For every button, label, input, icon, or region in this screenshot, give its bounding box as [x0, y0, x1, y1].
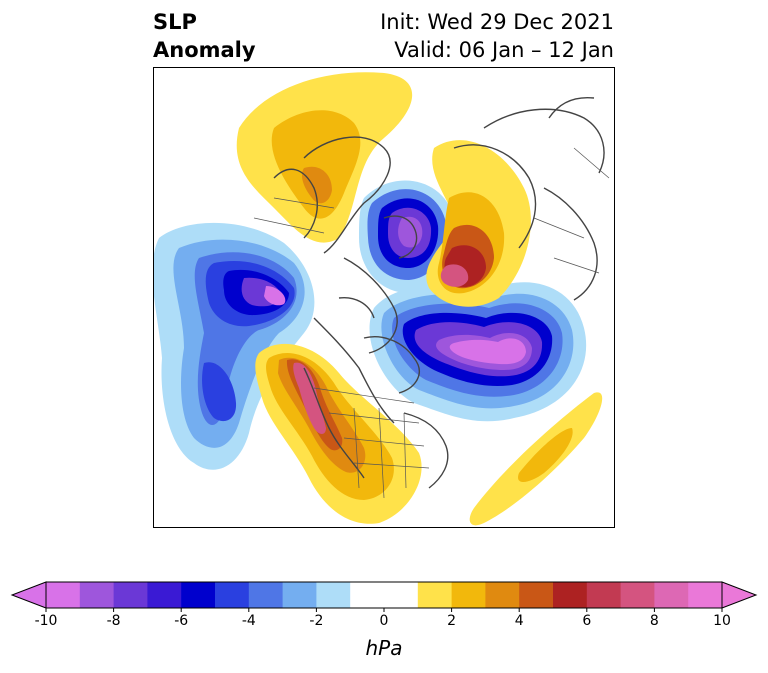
colorbar-segment	[620, 582, 655, 608]
forecast-dates: Init: Wed 29 Dec 2021 Valid: 06 Jan – 12…	[380, 8, 614, 64]
colorbar-segment	[553, 582, 588, 608]
colorbar-segment	[519, 582, 554, 608]
negative-anomaly-north-pacific	[154, 222, 315, 470]
colorbar-segment	[485, 582, 520, 608]
coastlines	[273, 96, 605, 489]
positive-anomaly-subtropical-atlantic	[469, 392, 603, 526]
colorbar-segment	[79, 582, 115, 608]
political-boundaries	[253, 147, 610, 499]
colorbar-tick-label: 4	[514, 613, 524, 629]
colorbar-segment	[113, 582, 148, 608]
colorbar-segment	[417, 582, 453, 608]
colorbar-tick-label: -8	[106, 613, 121, 629]
positive-anomaly-siberia	[426, 140, 531, 307]
colorbar-tick-label: -2	[309, 613, 324, 629]
colorbar-segment	[215, 582, 250, 608]
colorbar-tick-label: 6	[582, 613, 592, 629]
colorbar-segment	[654, 582, 689, 608]
colorbar-unit-label: hPa	[365, 636, 403, 660]
slp-anomaly-map	[154, 72, 610, 526]
colorbar-segment	[350, 582, 385, 608]
colorbar-arrow-left	[10, 581, 47, 609]
colorbar-segment	[688, 582, 723, 608]
colorbar-segment	[181, 582, 216, 608]
colorbar-segment	[451, 582, 486, 608]
map-panel	[153, 67, 615, 528]
title-line-2: Anomaly	[153, 38, 256, 62]
init-date: Init: Wed 29 Dec 2021	[380, 10, 614, 34]
chart-title: SLP Anomaly	[153, 8, 256, 64]
colorbar-tick-label: 0	[379, 613, 389, 629]
colorbar-segment	[248, 582, 284, 608]
colorbar-segment	[316, 582, 351, 608]
negative-anomaly-north-atlantic	[369, 282, 587, 422]
positive-anomaly-scandinavia	[236, 72, 413, 243]
colorbar-segment	[586, 582, 622, 608]
colorbar-tick-label: -4	[241, 613, 256, 629]
colorbar-tick-label: -10	[34, 613, 58, 629]
colorbar-segment	[282, 582, 317, 608]
colorbar-tick-label: -6	[174, 613, 189, 629]
colorbar-tick-label: 10	[713, 613, 731, 629]
colorbar-segment	[147, 582, 182, 608]
colorbar-segment	[384, 582, 419, 608]
colorbar-segment	[46, 582, 81, 608]
title-line-1: SLP	[153, 10, 197, 34]
valid-dates: Valid: 06 Jan – 12 Jan	[394, 38, 614, 62]
colorbar-tick-label: 2	[447, 613, 457, 629]
colorbar-arrow-right	[721, 581, 758, 609]
colorbar	[10, 581, 758, 612]
colorbar-tick-label: 8	[649, 613, 659, 629]
